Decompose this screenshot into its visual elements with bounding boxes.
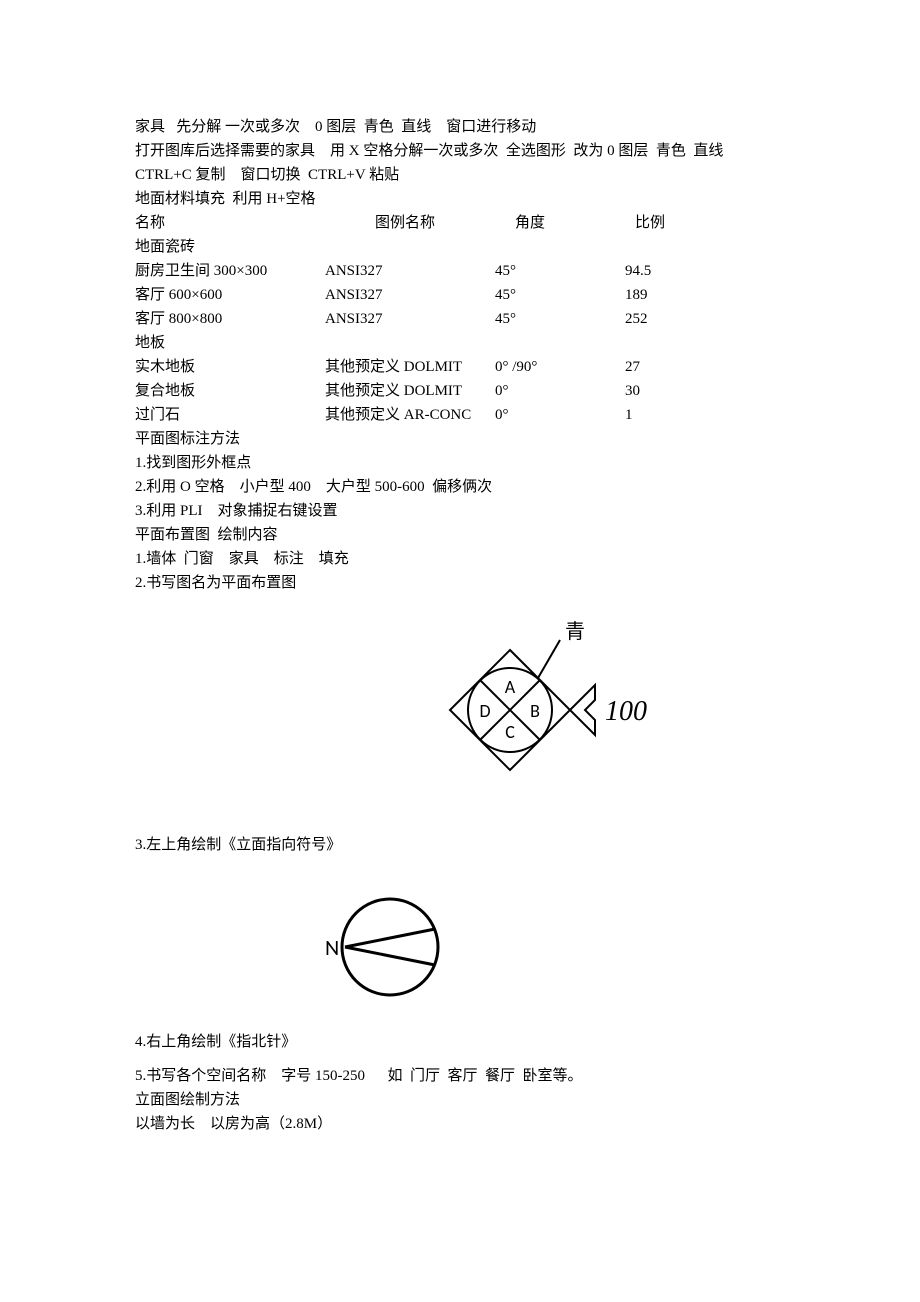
cell-ratio: 252 — [625, 307, 705, 331]
intro-line-2: 打开图库后选择需要的家具 用 X 空格分解一次或多次 全选图形 改为 0 图层 … — [135, 139, 785, 163]
cell-pattern: 其他预定义 AR-CONC — [325, 403, 495, 427]
annotation-item-1: 1.找到图形外框点 — [135, 451, 785, 475]
cell-ratio: 30 — [625, 379, 705, 403]
table-row: 客厅 800×800 ANSI327 45° 252 — [135, 307, 785, 331]
section-floor: 地板 — [135, 331, 785, 355]
cell-angle: 0° /90° — [495, 355, 625, 379]
cell-name: 过门石 — [135, 403, 325, 427]
header-pattern: 图例名称 — [375, 211, 515, 235]
annotation-title: 平面图标注方法 — [135, 427, 785, 451]
section-tile: 地面瓷砖 — [135, 235, 785, 259]
cell-angle: 45° — [495, 259, 625, 283]
label-qing: 青 — [565, 620, 585, 643]
plan-item-2: 2.书写图名为平面布置图 — [135, 571, 785, 595]
cell-name: 复合地板 — [135, 379, 325, 403]
table-row: 过门石 其他预定义 AR-CONC 0° 1 — [135, 403, 785, 427]
annotation-item-2: 2.利用 O 空格 小户型 400 大户型 500-600 偏移俩次 — [135, 475, 785, 499]
label-b: B — [530, 700, 540, 722]
cell-pattern: ANSI327 — [325, 307, 495, 331]
label-d: D — [479, 700, 490, 722]
cell-pattern: 其他预定义 DOLMIT — [325, 379, 495, 403]
header-name: 名称 — [135, 211, 375, 235]
table-row: 复合地板 其他预定义 DOLMIT 0° 30 — [135, 379, 785, 403]
cell-name: 客厅 800×800 — [135, 307, 325, 331]
cell-ratio: 27 — [625, 355, 705, 379]
cell-name: 客厅 600×600 — [135, 283, 325, 307]
plan-item-4: 4.右上角绘制《指北针》 — [135, 1030, 785, 1054]
table-row: 厨房卫生间 300×300 ANSI327 45° 94.5 — [135, 259, 785, 283]
cell-angle: 0° — [495, 403, 625, 427]
cell-angle: 45° — [495, 307, 625, 331]
elevation-rule: 以墙为长 以房为高（2.8M） — [135, 1112, 785, 1136]
intro-line-3: CTRL+C 复制 窗口切换 CTRL+V 粘贴 — [135, 163, 785, 187]
cell-pattern: ANSI327 — [325, 283, 495, 307]
header-ratio: 比例 — [635, 211, 665, 235]
plan-item-1: 1.墙体 门窗 家具 标注 填充 — [135, 547, 785, 571]
cell-ratio: 1 — [625, 403, 705, 427]
plan-item-3: 3.左上角绘制《立面指向符号》 — [135, 833, 785, 857]
intro-line-4: 地面材料填充 利用 H+空格 — [135, 187, 785, 211]
label-c: C — [505, 721, 515, 743]
elevation-symbol-diagram: A B C D 青 100 — [420, 620, 680, 800]
cell-pattern: ANSI327 — [325, 259, 495, 283]
table-row: 实木地板 其他预定义 DOLMIT 0° /90° 27 — [135, 355, 785, 379]
plan-item-5: 5.书写各个空间名称 字号 150-250 如 门厅 客厅 餐厅 卧室等。 — [135, 1064, 785, 1088]
cell-ratio: 94.5 — [625, 259, 705, 283]
elevation-title: 立面图绘制方法 — [135, 1088, 785, 1112]
cell-name: 实木地板 — [135, 355, 325, 379]
header-angle: 角度 — [515, 211, 635, 235]
plan-title: 平面布置图 绘制内容 — [135, 523, 785, 547]
label-side-length: 100 — [605, 696, 647, 727]
label-a: A — [505, 676, 516, 698]
cell-name: 厨房卫生间 300×300 — [135, 259, 325, 283]
cell-ratio: 189 — [625, 283, 705, 307]
annotation-item-3: 3.利用 PLI 对象捕捉右键设置 — [135, 499, 785, 523]
cell-angle: 0° — [495, 379, 625, 403]
cell-angle: 45° — [495, 283, 625, 307]
compass-north-diagram: N — [305, 887, 475, 1007]
table-row: 客厅 600×600 ANSI327 45° 189 — [135, 283, 785, 307]
label-north: N — [325, 934, 339, 961]
cell-pattern: 其他预定义 DOLMIT — [325, 355, 495, 379]
intro-line-1: 家具 先分解 一次或多次 0 图层 青色 直线 窗口进行移动 — [135, 115, 785, 139]
table-header-row: 名称 图例名称 角度 比例 — [135, 211, 785, 235]
